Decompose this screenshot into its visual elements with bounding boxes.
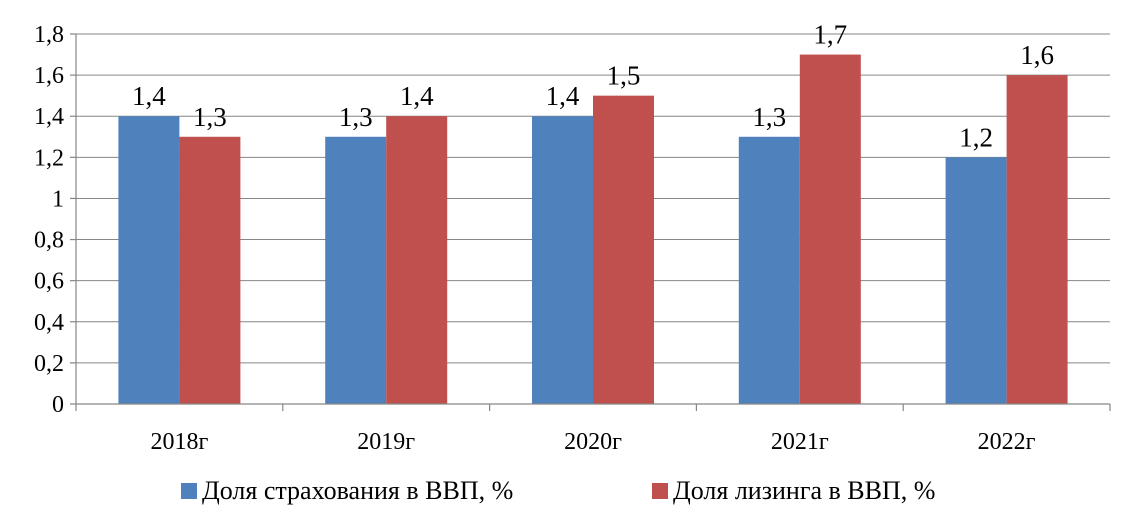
x-tick-label: 2019г xyxy=(357,429,415,455)
y-tick-label: 0,4 xyxy=(34,310,64,336)
y-tick-label: 1 xyxy=(52,186,64,212)
y-tick-label: 1,6 xyxy=(34,63,64,89)
bar-series-2 xyxy=(1006,75,1068,404)
bar-series-1 xyxy=(118,116,180,404)
data-labels: 1,4 1,3 1,3 1,4 1,4 1,5 1,3 1,7 1,2 1,6 xyxy=(132,20,1054,153)
y-tick-label: 0,2 xyxy=(34,351,64,377)
bar-series-1 xyxy=(738,136,800,404)
bar-series-2 xyxy=(593,95,654,405)
y-tick-label: 1,4 xyxy=(34,104,64,130)
bar-series-1 xyxy=(325,136,387,404)
legend-swatch xyxy=(181,483,197,499)
x-tick-label: 2021г xyxy=(771,429,829,455)
x-tick-label: 2020г xyxy=(564,429,622,455)
bar-series-2 xyxy=(386,116,448,404)
y-tick-label: 1,2 xyxy=(34,145,64,171)
legend-swatch xyxy=(652,483,668,499)
y-tick-label: 1,8 xyxy=(34,22,64,48)
bar-series-2 xyxy=(179,136,241,404)
y-tick-label: 0 xyxy=(52,392,64,418)
bar-series-2 xyxy=(799,54,861,405)
data-label: 1,4 xyxy=(132,81,166,111)
y-tick-label: 0,8 xyxy=(34,228,64,254)
data-label: 1,4 xyxy=(546,81,580,111)
data-label: 1,3 xyxy=(752,102,786,132)
x-tick-label: 2018г xyxy=(150,429,208,455)
data-label: 1,3 xyxy=(339,102,373,132)
data-label: 1,5 xyxy=(607,61,641,91)
bars xyxy=(118,54,1068,405)
legend: Доля страхования в ВВП, % Доля лизинга в … xyxy=(181,476,935,505)
axes: 0 0,2 0,4 0,6 0,8 1 1,2 1,4 1,6 1,8 2018г 2019г 2020… xyxy=(34,22,1111,455)
y-tick-label: 0,6 xyxy=(34,269,64,295)
x-tick-label: 2022г xyxy=(978,429,1036,455)
data-label: 1,6 xyxy=(1020,40,1054,70)
data-label: 1,2 xyxy=(959,122,993,152)
legend-label: Доля страхования в ВВП, % xyxy=(202,476,513,505)
bar-series-1 xyxy=(945,157,1007,404)
data-label: 1,4 xyxy=(400,81,434,111)
data-label: 1,3 xyxy=(193,102,227,132)
bar-series-1 xyxy=(532,116,593,404)
data-label: 1,7 xyxy=(813,20,847,50)
legend-label: Доля лизинга в ВВП, % xyxy=(673,476,935,505)
